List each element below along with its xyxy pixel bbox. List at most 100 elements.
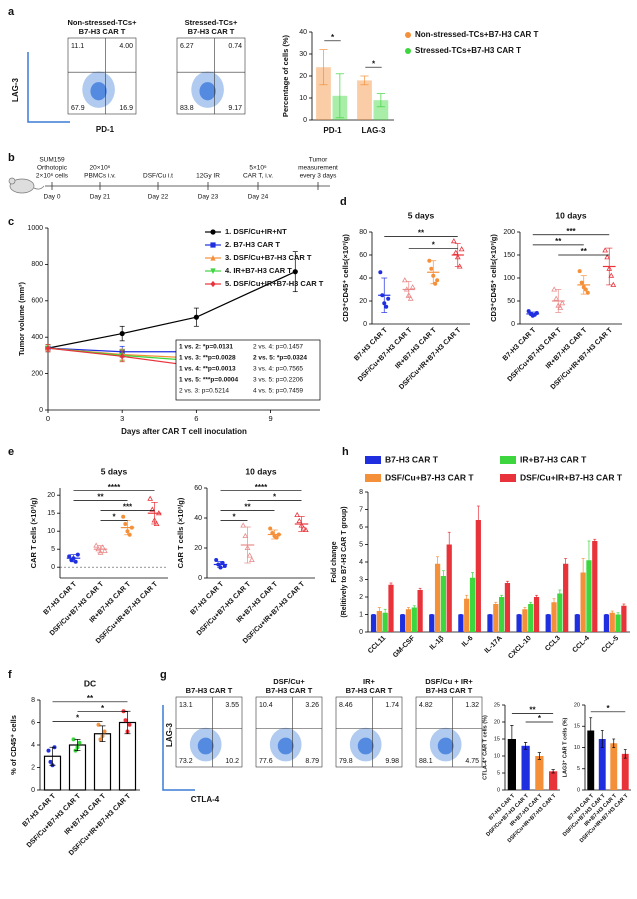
quadrant-value: 88.1: [419, 758, 433, 765]
data-point: [401, 277, 408, 283]
significance-label: ***: [123, 503, 133, 512]
data-point: [45, 345, 51, 352]
bar: [551, 602, 557, 632]
y-tick-label: 0: [31, 787, 35, 794]
quadrant-value: 67.9: [71, 105, 85, 112]
stats-text: 1 vs. 2: *p=0.0131: [179, 344, 233, 351]
significance-label: ****: [108, 483, 121, 492]
timeline-event: 20×10⁶: [90, 165, 111, 172]
y-tick-label: 150: [503, 252, 515, 259]
x-tick-label: IL-1β: [429, 634, 446, 651]
bar: [574, 614, 580, 632]
plot-title: B7-H3 CAR T: [426, 686, 473, 695]
data-point: [121, 514, 126, 519]
plot-title: Stressed-TCs+: [185, 18, 238, 27]
plot-title: B7-H3 CAR T: [79, 27, 126, 36]
timeline-event: Tumor: [309, 157, 328, 164]
bar: [475, 520, 481, 632]
y-tick-label: 80: [359, 229, 367, 236]
data-point: [553, 295, 560, 301]
bar: [587, 730, 595, 790]
quadrant-value: 8.79: [305, 758, 319, 765]
y-tick-label: 30: [299, 51, 307, 58]
significance-label: *: [331, 33, 335, 42]
panel-letter: c: [8, 216, 14, 228]
stats-text: 2 vs. 5: *p=0.0324: [253, 355, 307, 362]
chart-title: 10 days: [245, 466, 276, 476]
stats-text: 2 vs. 3: p=0.5214: [179, 388, 229, 395]
quadrant-value: 1.74: [385, 702, 399, 709]
stats-text: 1 vs. 4: **p=0.0013: [179, 366, 236, 373]
timeline-event: CAR T, i.v.: [243, 173, 273, 180]
bar: [376, 611, 382, 632]
density-core: [357, 737, 374, 755]
y-tick-label: 600: [31, 298, 43, 305]
data-point: [149, 506, 156, 512]
plot-title: DSF/Cu + IR+: [425, 677, 473, 686]
stats-text: 2 vs. 4: p=0.1457: [253, 344, 303, 351]
data-point: [242, 532, 249, 538]
y-tick-label: 25: [494, 702, 500, 708]
data-point: [101, 547, 108, 553]
data-point: [48, 759, 53, 764]
timeline-day: Day 24: [248, 194, 269, 201]
panel-letter: d: [340, 196, 347, 208]
y-axis-label: Tumor volume (mm³): [17, 281, 26, 356]
legend-marker: [405, 32, 411, 38]
bar: [521, 745, 530, 790]
data-point: [409, 284, 416, 290]
x-tick-label: LAG-3: [362, 126, 387, 135]
timeline-event: 12Gy IR: [196, 173, 220, 180]
bar: [603, 614, 610, 632]
bar: [598, 739, 606, 790]
timeline-event: PBMCs i.v.: [84, 173, 116, 180]
bar: [373, 100, 389, 120]
legend-label: 4. IR+B7-H3 CAR T: [225, 266, 292, 275]
data-point: [577, 269, 582, 274]
y-tick-label: 10: [494, 753, 500, 759]
x-tick-label: IR+B7-H3 CAR T: [394, 326, 438, 370]
quadrant-value: 16.9: [119, 105, 133, 112]
bar: [557, 593, 563, 632]
significance-label: *: [76, 714, 80, 723]
stats-box: [175, 339, 321, 401]
quadrant-value: 8.46: [339, 702, 353, 709]
y-tick-label: 5: [51, 546, 55, 553]
y-tick-label: 50: [507, 298, 515, 305]
data-point: [429, 266, 434, 271]
bar: [382, 612, 388, 632]
significance-label: *: [606, 704, 610, 713]
data-point: [75, 552, 80, 557]
bar: [609, 612, 615, 632]
panel-letter: e: [8, 446, 14, 458]
chart-title: 5 days: [101, 466, 128, 476]
y-axis-label: LAG-3: [11, 77, 20, 102]
legend-label: 2. B7-H3 CAR T: [225, 240, 280, 249]
y-tick-label: 3: [359, 576, 363, 583]
data-point: [119, 353, 125, 360]
significance-label: ****: [255, 483, 268, 492]
data-point: [214, 558, 219, 562]
plot-title: B7-H3 CAR T: [266, 686, 313, 695]
panel-letter: a: [8, 6, 15, 18]
quadrant-value: 9.98: [385, 758, 399, 765]
data-point: [268, 526, 273, 531]
data-point: [121, 709, 126, 714]
significance-label: *: [538, 714, 542, 723]
bar: [499, 597, 505, 632]
legend-marker: [210, 268, 216, 275]
x-tick-label: GM-CSF: [392, 634, 417, 659]
y-axis-label: CD3⁺CD45⁺ cells(×10³/g): [489, 234, 498, 322]
y-tick-label: 0: [497, 787, 500, 793]
x-tick-label: CCL11: [367, 635, 387, 655]
stats-text: 1 vs. 3: **p=0.0028: [179, 355, 236, 362]
plot-title: DSF/Cu+: [273, 677, 305, 686]
data-point: [193, 314, 199, 320]
data-point: [240, 522, 247, 528]
quadrant-value: 9.17: [228, 105, 242, 112]
quadrant-value: 13.1: [179, 702, 193, 709]
significance-label: **: [87, 694, 94, 703]
stats-text: 3 vs. 4: p=0.7565: [253, 366, 303, 373]
timeline-day: Day 22: [148, 194, 169, 201]
x-tick-label: IL-6: [461, 635, 475, 649]
